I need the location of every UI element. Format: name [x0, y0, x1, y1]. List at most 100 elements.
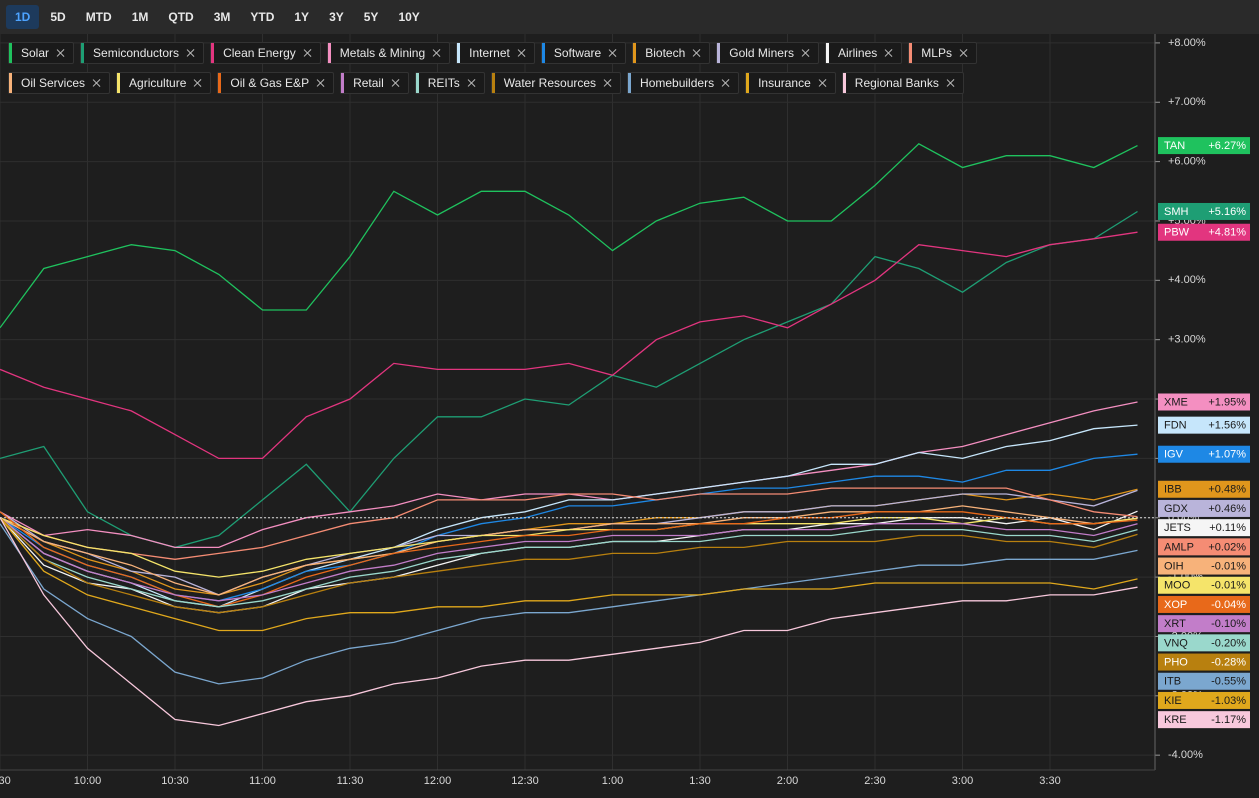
- range-button[interactable]: YTD: [250, 10, 275, 24]
- remove-icon[interactable]: [433, 49, 441, 57]
- legend-item[interactable]: Retail: [340, 72, 409, 94]
- remove-icon[interactable]: [819, 79, 827, 87]
- legend-label: Solar: [21, 46, 50, 60]
- remove-icon[interactable]: [194, 79, 202, 87]
- end-label-value: +1.07%: [1208, 449, 1246, 461]
- legend-swatch: [909, 43, 913, 63]
- remove-icon[interactable]: [317, 79, 325, 87]
- end-label-ticker: XME: [1164, 396, 1188, 408]
- y-tick-label: -4.00%: [1168, 749, 1203, 761]
- end-label-bg: [1158, 691, 1250, 709]
- end-label: OIH -0.01%: [1158, 557, 1250, 575]
- end-label-value: -1.17%: [1211, 714, 1246, 726]
- series-line: [0, 487, 1138, 560]
- end-label-ticker: FDN: [1164, 420, 1187, 432]
- legend-item[interactable]: Regional Banks: [841, 72, 964, 94]
- legend-label: Semiconductors: [93, 46, 180, 60]
- end-label: KIE -1.03%: [1158, 691, 1250, 709]
- range-button[interactable]: 5D: [50, 10, 66, 24]
- legend-item[interactable]: Biotech: [632, 42, 711, 64]
- legend-item[interactable]: Software: [540, 42, 627, 64]
- legend-item[interactable]: Metals & Mining: [326, 42, 451, 64]
- legend-swatch: [327, 43, 331, 63]
- legend-item[interactable]: Homebuilders: [627, 72, 740, 94]
- end-label-ticker: GDX: [1164, 503, 1189, 515]
- remove-icon[interactable]: [604, 79, 612, 87]
- remove-icon[interactable]: [802, 49, 810, 57]
- end-label-bg: [1158, 202, 1250, 220]
- range-button[interactable]: 3Y: [329, 10, 344, 24]
- legend-swatch: [491, 73, 495, 93]
- legend-item[interactable]: Oil & Gas E&P: [217, 72, 335, 94]
- legend-label: Homebuilders: [640, 76, 715, 90]
- remove-icon[interactable]: [468, 79, 476, 87]
- legend-item[interactable]: Gold Miners: [716, 42, 819, 64]
- end-label-value: +6.27%: [1208, 140, 1246, 152]
- remove-icon[interactable]: [609, 49, 617, 57]
- remove-icon[interactable]: [187, 49, 195, 57]
- legend-item[interactable]: REITs: [414, 72, 485, 94]
- range-button[interactable]: 3M: [213, 10, 231, 24]
- series-line: [0, 511, 1138, 608]
- range-button[interactable]: 1M: [131, 10, 149, 24]
- legend-label: Agriculture: [129, 76, 187, 90]
- end-label-bg: [1158, 672, 1250, 690]
- range-button[interactable]: 1Y: [294, 10, 310, 24]
- end-label-value: -0.55%: [1211, 676, 1246, 688]
- end-label-ticker: PHO: [1164, 656, 1188, 668]
- remove-icon[interactable]: [304, 49, 312, 57]
- legend-label: REITs: [427, 76, 460, 90]
- y-tick-label: +4.00%: [1168, 274, 1206, 286]
- range-button[interactable]: QTD: [168, 10, 194, 24]
- end-label-ticker: JETS: [1164, 522, 1191, 534]
- end-label: SMH +5.16%: [1158, 202, 1250, 220]
- series-line: [0, 143, 1138, 329]
- end-label-ticker: KIE: [1164, 695, 1182, 707]
- legend-item[interactable]: Clean Energy: [210, 42, 321, 64]
- end-label-value: -0.28%: [1211, 656, 1246, 668]
- end-label: XME +1.95%: [1158, 393, 1250, 411]
- legend-item[interactable]: Airlines: [824, 42, 903, 64]
- range-button[interactable]: MTD: [85, 10, 112, 24]
- legend-swatch: [218, 73, 222, 93]
- legend-item[interactable]: Solar: [8, 42, 75, 64]
- remove-icon[interactable]: [693, 49, 701, 57]
- legend-item[interactable]: Oil Services: [8, 72, 111, 94]
- legend-swatch: [9, 73, 12, 93]
- range-button[interactable]: 10Y: [398, 10, 420, 24]
- x-tick-label: 12:30: [511, 775, 539, 787]
- series-line: [0, 517, 1138, 578]
- x-tick-label: 2:00: [777, 775, 798, 787]
- remove-icon[interactable]: [93, 79, 101, 87]
- remove-icon[interactable]: [392, 79, 400, 87]
- x-tick-label: 10:00: [74, 775, 102, 787]
- end-label-value: +0.46%: [1208, 503, 1246, 515]
- end-label: KRE -1.17%: [1158, 711, 1250, 729]
- end-label-value: -0.04%: [1211, 599, 1246, 611]
- end-label-bg: [1158, 445, 1250, 463]
- legend-swatch: [717, 43, 721, 63]
- remove-icon[interactable]: [57, 49, 65, 57]
- end-label: PHO -0.28%: [1158, 653, 1250, 671]
- legend-item[interactable]: Agriculture: [116, 72, 212, 94]
- remove-icon[interactable]: [947, 79, 955, 87]
- range-button[interactable]: 1D: [6, 5, 40, 29]
- end-label: XRT -0.10%: [1158, 615, 1250, 633]
- remove-icon[interactable]: [518, 49, 526, 57]
- series-line: [0, 210, 1138, 549]
- legend-item[interactable]: Semiconductors: [80, 42, 205, 64]
- series-line: [0, 231, 1138, 460]
- legend-item[interactable]: MLPs: [908, 42, 977, 64]
- legend-item[interactable]: Water Resources: [490, 72, 622, 94]
- range-button[interactable]: 5Y: [363, 10, 379, 24]
- remove-icon[interactable]: [722, 79, 730, 87]
- remove-icon[interactable]: [960, 49, 968, 57]
- end-label-ticker: VNQ: [1164, 637, 1188, 649]
- legend-item[interactable]: Insurance: [745, 72, 836, 94]
- end-label-bg: [1158, 538, 1250, 556]
- end-label-value: -0.20%: [1211, 637, 1246, 649]
- remove-icon[interactable]: [885, 49, 893, 57]
- legend-label: Water Resources: [503, 76, 597, 90]
- legend-item[interactable]: Internet: [456, 42, 535, 64]
